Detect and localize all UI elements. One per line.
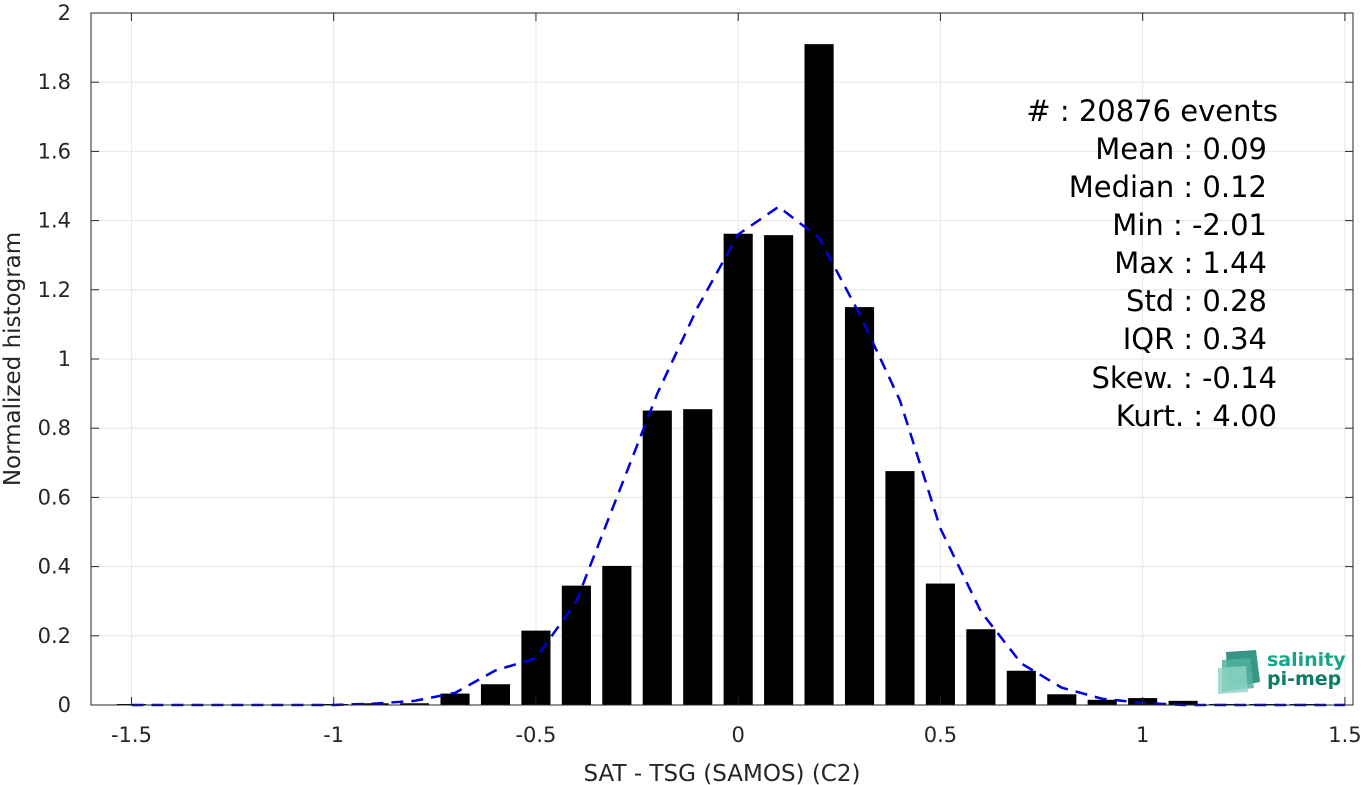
x-tick-label: 0 bbox=[731, 723, 744, 747]
stat-std: Std : 0.28 bbox=[1126, 284, 1267, 318]
x-tick-label: -0.5 bbox=[515, 723, 556, 747]
histogram-bar bbox=[602, 565, 632, 705]
x-tick-label: 1 bbox=[1136, 723, 1149, 747]
stat-mean: Mean : 0.09 bbox=[1095, 132, 1267, 166]
histogram-bar bbox=[1087, 699, 1117, 705]
x-tick-label: 0.5 bbox=[924, 723, 957, 747]
wave-logo-icon bbox=[1218, 650, 1260, 694]
stat-skew: Skew. : -0.14 bbox=[1091, 361, 1277, 395]
logo-line-1: salinity bbox=[1267, 649, 1346, 671]
x-tick-label: -1 bbox=[323, 723, 344, 747]
y-axis-ticks: 0 0.2 0.4 0.6 0.8 1 1.2 1.4 1.6 1.8 2 bbox=[38, 1, 1353, 717]
salinity-pi-mep-logo: salinity pi-mep bbox=[1218, 649, 1346, 694]
histogram-bar bbox=[723, 233, 753, 706]
y-axis-label: Normalized histogram bbox=[0, 232, 26, 486]
histogram-bar bbox=[804, 44, 834, 705]
logo-line-2: pi-mep bbox=[1267, 668, 1341, 690]
y-tick-label: 2 bbox=[58, 1, 71, 25]
stat-max: Max : 1.44 bbox=[1114, 246, 1267, 280]
histogram-bar bbox=[642, 410, 672, 705]
histogram-bar bbox=[885, 471, 915, 705]
stat-events: # : 20876 events bbox=[1026, 94, 1278, 128]
x-tick-label: -1.5 bbox=[111, 723, 152, 747]
y-tick-label: 1.6 bbox=[38, 139, 71, 163]
histogram-bar bbox=[925, 583, 955, 705]
stat-kurt: Kurt. : 4.00 bbox=[1116, 399, 1277, 433]
y-tick-label: 0.6 bbox=[38, 485, 71, 509]
histogram-bar bbox=[1047, 694, 1077, 705]
histogram-bar bbox=[683, 409, 713, 705]
x-axis-label: SAT - TSG (SAMOS) (C2) bbox=[584, 761, 861, 785]
histogram-bar bbox=[521, 630, 551, 705]
histogram-bars bbox=[116, 44, 1320, 706]
histogram-bar bbox=[480, 684, 511, 705]
histogram-bar bbox=[844, 307, 875, 705]
y-tick-label: 0.8 bbox=[38, 416, 71, 440]
y-tick-label: 1.4 bbox=[38, 209, 71, 233]
y-tick-label: 0 bbox=[58, 693, 71, 717]
y-tick-label: 1 bbox=[58, 347, 71, 371]
statistics-box: # : 20876 events Mean : 0.09 Median : 0.… bbox=[1026, 94, 1278, 433]
y-tick-label: 0.2 bbox=[38, 624, 71, 648]
x-tick-label: 1.5 bbox=[1328, 723, 1361, 747]
histogram-bar bbox=[440, 693, 470, 705]
histogram-bar bbox=[1006, 670, 1036, 705]
histogram-bar bbox=[966, 629, 996, 705]
y-tick-label: 1.8 bbox=[38, 70, 71, 94]
y-tick-label: 0.4 bbox=[38, 555, 71, 579]
stat-min: Min : -2.01 bbox=[1112, 208, 1267, 242]
histogram-bar bbox=[400, 703, 430, 705]
histogram-bar bbox=[764, 235, 794, 705]
stat-iqr: IQR : 0.34 bbox=[1123, 322, 1267, 356]
histogram-bar bbox=[1168, 700, 1198, 705]
histogram-bar bbox=[561, 585, 591, 705]
y-tick-label: 1.2 bbox=[38, 278, 71, 302]
stat-median: Median : 0.12 bbox=[1069, 170, 1267, 204]
x-axis-ticks: -1.5 -1 -0.5 0 0.5 1 1.5 bbox=[111, 13, 1362, 747]
